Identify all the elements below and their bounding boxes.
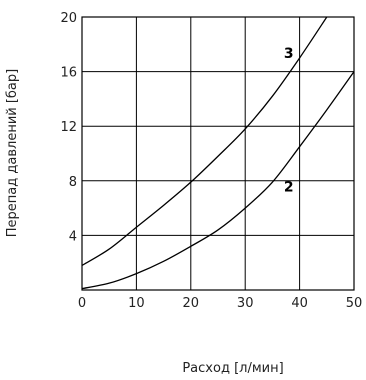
y-tick-label-8: 8 <box>69 175 77 190</box>
x-tick-labels: 0 10 20 30 40 50 <box>78 296 362 311</box>
x-tick-label-30: 30 <box>237 296 254 311</box>
grid <box>82 17 354 290</box>
y-tick-label-20: 20 <box>60 11 77 26</box>
y-axis-title: Перепад давлений [бар] <box>5 69 20 237</box>
x-tick-label-20: 20 <box>183 296 200 311</box>
y-tick-label-4: 4 <box>69 229 77 244</box>
x-tick-label-0: 0 <box>78 296 86 311</box>
series-label-3: 3 <box>284 46 294 62</box>
y-tick-labels: 4 8 12 16 20 <box>60 11 77 244</box>
y-tick-label-12: 12 <box>60 120 77 135</box>
series-line-2 <box>82 72 354 289</box>
plot-frame <box>82 17 354 290</box>
x-tick-label-10: 10 <box>128 296 145 311</box>
x-tick-label-40: 40 <box>291 296 308 311</box>
series-label-2: 2 <box>284 180 294 196</box>
x-tick-label-50: 50 <box>346 296 363 311</box>
curves <box>82 17 354 289</box>
y-tick-label-16: 16 <box>60 66 77 81</box>
x-axis-title: Расход [л/мин] <box>182 361 283 376</box>
